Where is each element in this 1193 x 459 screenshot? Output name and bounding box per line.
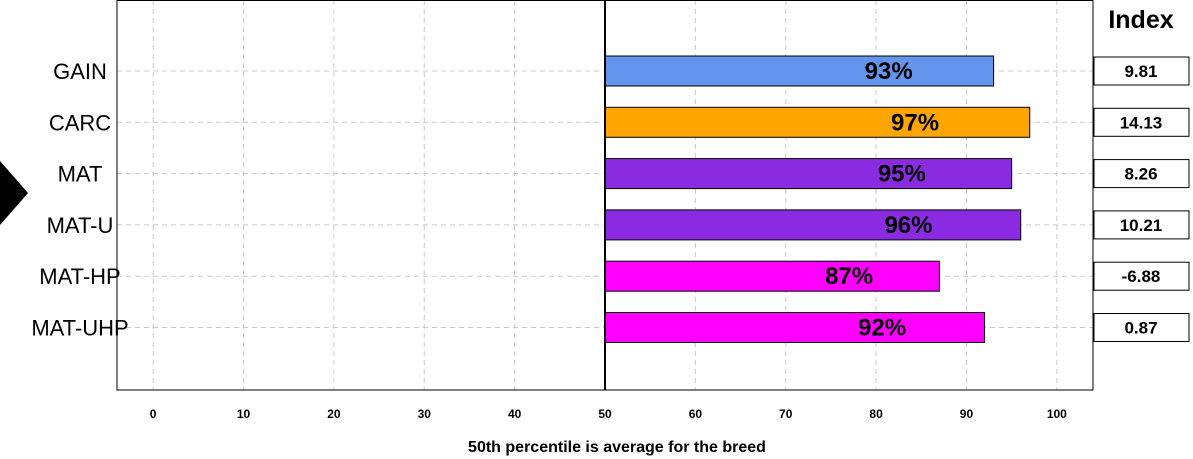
arrow-marker-icon bbox=[0, 161, 28, 225]
bar-value-label: 87% bbox=[825, 263, 873, 290]
index-box bbox=[1093, 210, 1190, 240]
index-box bbox=[1093, 107, 1190, 137]
index-title: Index bbox=[1108, 6, 1173, 34]
index-value: 14.13 bbox=[1120, 113, 1163, 132]
category-label: CARC bbox=[49, 110, 111, 135]
x-tick-labels: 0 10 20 30 40 50 60 70 80 90 100 bbox=[150, 407, 1067, 421]
x-tick-label: 30 bbox=[418, 407, 432, 421]
x-tick-label: 70 bbox=[779, 407, 793, 421]
category-label: GAIN bbox=[53, 59, 107, 84]
x-tick-label: 0 bbox=[150, 407, 157, 421]
category-label: MAT-HP bbox=[39, 264, 120, 289]
index-value: 9.81 bbox=[1124, 62, 1157, 81]
x-tick-label: 50 bbox=[598, 407, 612, 421]
category-label: MAT bbox=[58, 162, 103, 187]
index-value: 10.21 bbox=[1120, 216, 1163, 235]
bar bbox=[604, 209, 1022, 241]
category-label: MAT-UHP bbox=[31, 316, 128, 341]
bar bbox=[604, 158, 1013, 190]
bar-value-label: 95% bbox=[878, 161, 926, 188]
bars: 93% 97% 95% 96% 87% 92% bbox=[604, 55, 1031, 343]
index-value: 0.87 bbox=[1124, 319, 1157, 338]
index-box bbox=[1093, 313, 1190, 342]
x-tick-label: 100 bbox=[1047, 407, 1067, 421]
bar bbox=[604, 260, 940, 292]
index-value: 8.26 bbox=[1124, 165, 1157, 184]
x-tick-label: 10 bbox=[237, 407, 251, 421]
index-box bbox=[1093, 261, 1190, 291]
x-tick-label: 90 bbox=[960, 407, 974, 421]
bar bbox=[604, 55, 995, 87]
bar-value-label: 96% bbox=[884, 212, 932, 239]
bar-value-label: 93% bbox=[865, 58, 913, 85]
index-column: Index 9.81 14.13 8.26 10.21 -6.88 0.87 bbox=[1093, 6, 1190, 342]
index-box bbox=[1093, 159, 1190, 189]
index-value: -6.88 bbox=[1122, 267, 1161, 286]
x-tick-label: 40 bbox=[508, 407, 522, 421]
index-box bbox=[1093, 56, 1190, 86]
x-tick-label: 60 bbox=[689, 407, 703, 421]
bar bbox=[604, 106, 1031, 138]
category-labels: GAIN CARC MAT MAT-U MAT-HP MAT-UHP bbox=[31, 59, 128, 341]
category-label: MAT-U bbox=[47, 213, 114, 238]
x-axis-label: 50th percentile is average for the breed bbox=[468, 439, 766, 456]
x-tick-label: 20 bbox=[327, 407, 341, 421]
x-tick-label: 80 bbox=[869, 407, 883, 421]
bar-value-label: 97% bbox=[891, 109, 939, 136]
bar bbox=[604, 312, 986, 343]
bar-value-label: 92% bbox=[858, 315, 906, 342]
